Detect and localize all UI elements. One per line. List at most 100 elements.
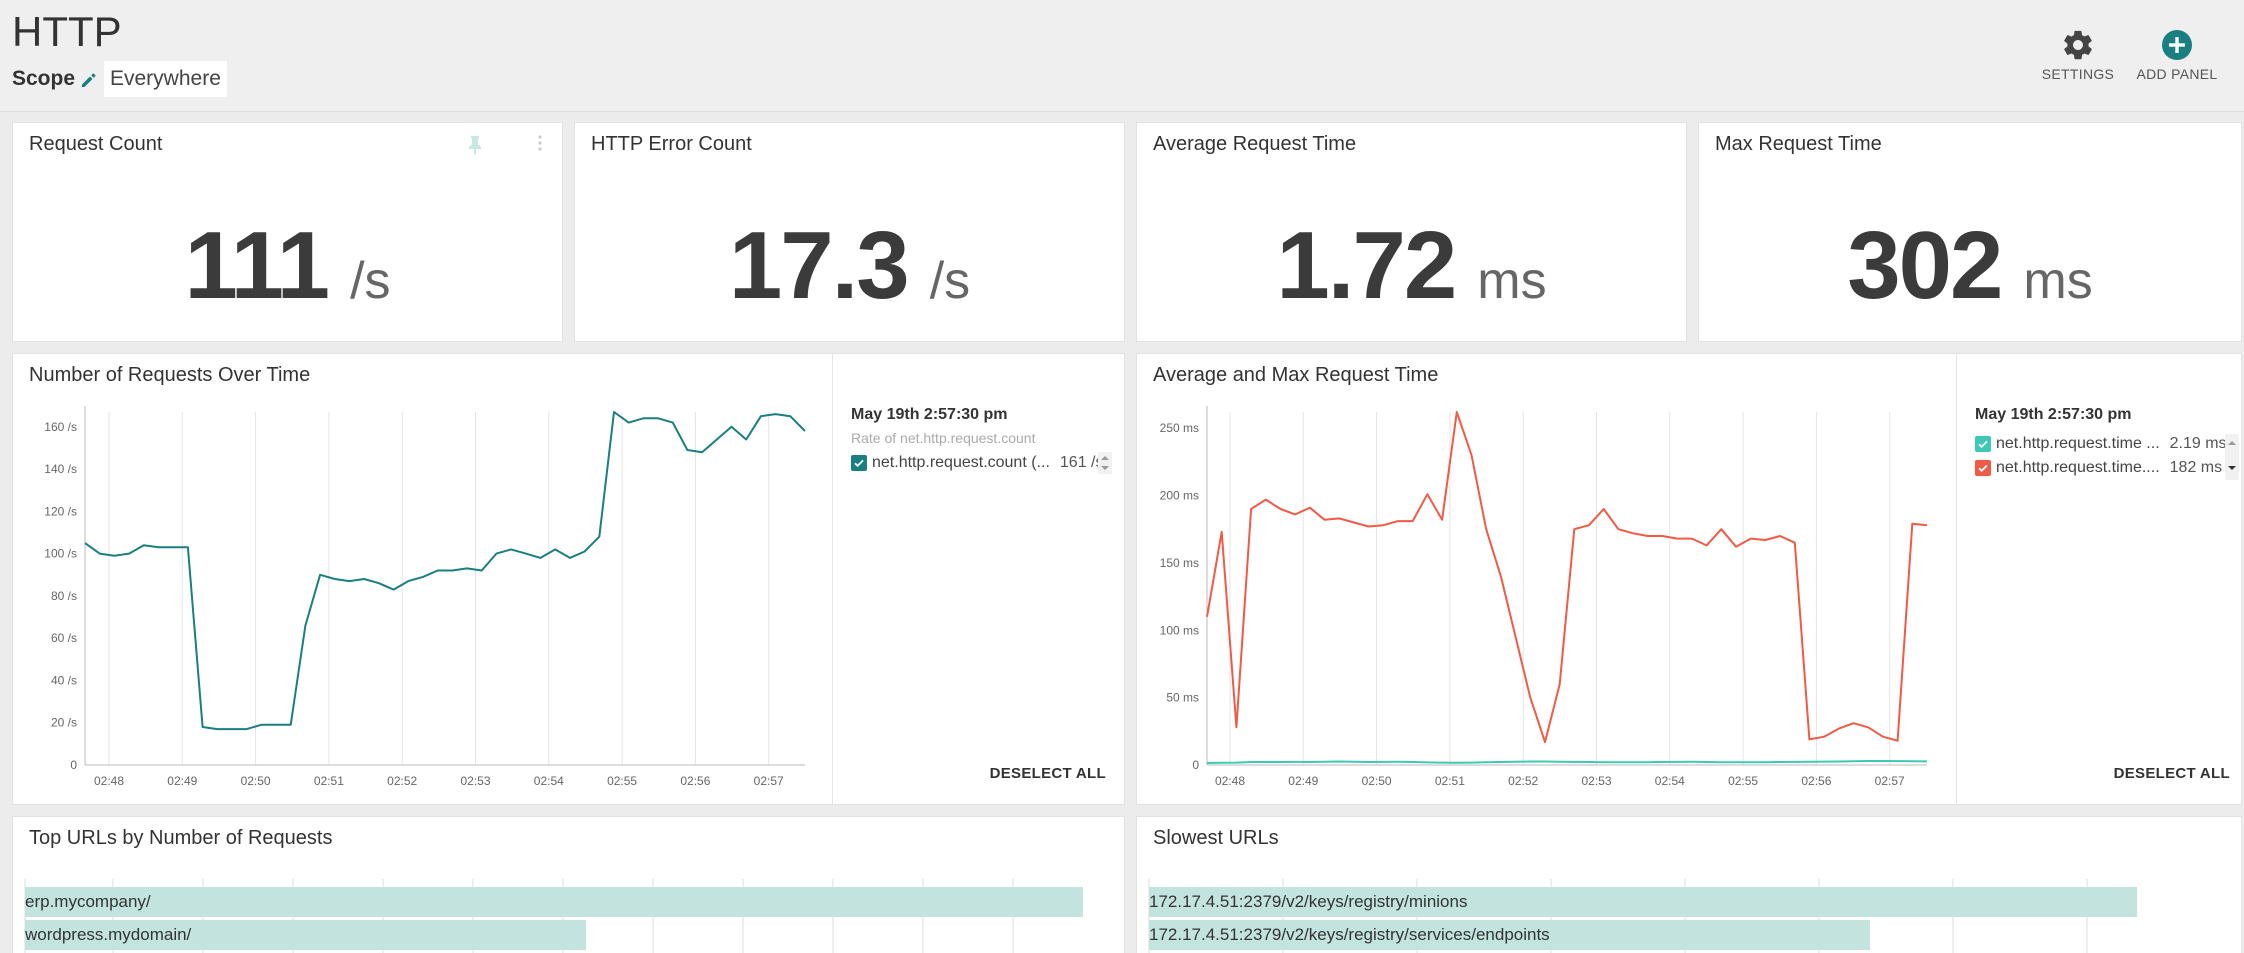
legend-timestamp: May 19th 2:57:30 pm <box>851 406 1008 423</box>
legend-series-row[interactable]: net.http.request.time.... 182 ms <box>1975 457 2222 479</box>
settings-button[interactable]: SETTINGS <box>2040 28 2116 82</box>
x-tick-label: 02:55 <box>1728 774 1758 788</box>
add-panel-button[interactable]: ADD PANEL <box>2134 28 2220 82</box>
x-tick-label: 02:51 <box>314 774 344 788</box>
pin-icon[interactable] <box>468 135 482 160</box>
stat-value: 111/s <box>13 211 562 321</box>
x-tick-label: 02:48 <box>1215 774 1245 788</box>
x-tick-label: 02:49 <box>167 774 197 788</box>
stat-number: 302 <box>1847 212 2003 319</box>
panel-title: Average Request Time <box>1153 133 1357 155</box>
legend-series-name: net.http.request.time.... <box>1996 459 2160 476</box>
url-label: wordpress.mydomain/ <box>25 925 192 944</box>
dashboard-header: HTTP Scope Everywhere SETTINGS ADD PANEL <box>0 0 2244 112</box>
requests-line-chart[interactable]: 0 20 /s 40 /s 60 /s 80 /s 100 /s 120 /s 140 /s 1… <box>13 354 833 806</box>
stat-value: 302 ms <box>1699 211 2241 321</box>
add-panel-label: ADD PANEL <box>2136 66 2218 82</box>
series-line-0 <box>84 411 806 731</box>
legend-series-row[interactable]: net.http.request.time ... 2.19 ms <box>1975 433 2227 455</box>
plus-circle-icon <box>2162 30 2192 60</box>
y-tick-label: 150 ms <box>1160 556 1199 570</box>
url-bar[interactable]: 172.17.4.51:2379/v2/keys/registry/servic… <box>1149 920 1870 950</box>
x-tick-label: 02:54 <box>534 774 564 788</box>
y-tick-label: 140 /s <box>44 462 77 476</box>
url-label: erp.mycompany/ <box>25 892 151 911</box>
x-tick-label: 02:55 <box>607 774 637 788</box>
stat-panel-max-request-time[interactable]: Max Request Time 302 ms <box>1698 122 2242 342</box>
x-tick-label: 02:56 <box>680 774 710 788</box>
page-title: HTTP <box>12 8 122 55</box>
stat-unit: ms <box>2023 252 2093 310</box>
deselect-all-button[interactable]: DESELECT ALL <box>989 765 1106 782</box>
stat-number: 111 <box>184 212 330 319</box>
y-tick-label: 80 /s <box>51 589 77 603</box>
url-label: 172.17.4.51:2379/v2/keys/registry/minion… <box>1149 892 1468 911</box>
stat-panel-request-count[interactable]: Request Count 111/s <box>12 122 563 342</box>
legend-series-name: net.http.request.count (... <box>872 454 1050 471</box>
stat-number: 1.72 <box>1276 212 1457 319</box>
x-tick-label: 02:50 <box>1362 774 1392 788</box>
x-tick-label: 02:56 <box>1801 774 1831 788</box>
legend-series-name: net.http.request.time ... <box>1996 435 2160 452</box>
url-bar[interactable]: 172.17.4.51:2379/v2/keys/registry/minion… <box>1149 887 2137 917</box>
panel-title: Slowest URLs <box>1153 827 1279 849</box>
stat-number: 17.3 <box>728 212 910 319</box>
chart-legend: May 19th 2:57:30 pm net.http.request.tim… <box>1956 354 2243 804</box>
requests-over-time-panel[interactable]: Number of Requests Over Time 0 20 /s 40 /s… <box>12 353 1125 805</box>
checkbox-checked-icon[interactable] <box>851 455 867 471</box>
stat-unit: /s <box>350 252 391 310</box>
stat-value: 17.3/s <box>575 211 1124 321</box>
scope-label: Scope <box>12 67 76 90</box>
legend-series-value: 2.19 ms <box>2169 435 2227 452</box>
request-time-panel[interactable]: Average and Max Request Time 0 50 ms 100 m… <box>1136 353 2242 805</box>
x-tick-label: 02:57 <box>1875 774 1905 788</box>
y-tick-label: 20 /s <box>51 716 77 730</box>
panel-title: Average and Max Request Time <box>1153 364 1439 386</box>
url-bar[interactable]: wordpress.mydomain/ <box>25 920 586 950</box>
stat-value: 1.72 ms <box>1137 211 1686 321</box>
y-tick-label: 50 ms <box>1166 691 1199 705</box>
y-tick-label: 120 /s <box>44 504 77 518</box>
series-line-1 <box>1206 411 1928 744</box>
y-tick-label: 40 /s <box>51 673 77 687</box>
panel-title: Max Request Time <box>1715 133 1882 155</box>
request-time-line-chart[interactable]: 0 50 ms 100 ms 150 ms 200 ms 250 ms 02:48 02:49… <box>1137 354 1957 806</box>
x-tick-label: 02:52 <box>387 774 417 788</box>
stat-panel-http-error-count[interactable]: HTTP Error Count 17.3/s <box>574 122 1125 342</box>
legend-scroll-icon[interactable] <box>1098 452 1112 474</box>
stat-unit: /s <box>929 252 971 310</box>
series-line-0 <box>1206 760 1928 764</box>
checkbox-checked-icon[interactable] <box>1975 460 1991 476</box>
more-vertical-icon[interactable] <box>537 133 543 158</box>
legend-series-value: 161 /s <box>1059 454 1104 471</box>
panel-title: Top URLs by Number of Requests <box>29 827 333 849</box>
x-tick-label: 02:48 <box>94 774 124 788</box>
stat-unit: ms <box>1477 252 1547 310</box>
x-tick-label: 02:57 <box>754 774 784 788</box>
y-tick-label: 100 ms <box>1160 623 1199 637</box>
x-tick-label: 02:49 <box>1288 774 1318 788</box>
x-tick-label: 02:51 <box>1435 774 1465 788</box>
y-tick-label: 60 /s <box>51 631 77 645</box>
x-tick-label: 02:52 <box>1508 774 1538 788</box>
legend-series-row[interactable]: net.http.request.count (... 161 /s <box>851 452 1103 474</box>
slowest-urls-panel[interactable]: Slowest URLs 172.17.4.51:2379/v2/keys/re… <box>1136 816 2242 953</box>
pencil-icon[interactable] <box>79 70 99 90</box>
legend-scroll-icon[interactable] <box>2225 434 2239 480</box>
legend-subtitle: Rate of net.http.request.count <box>851 430 1036 446</box>
y-tick-label: 100 /s <box>44 547 77 561</box>
top-urls-panel[interactable]: Top URLs by Number of Requests erp.mycom… <box>12 816 1125 953</box>
legend-timestamp: May 19th 2:57:30 pm <box>1975 406 2132 423</box>
checkbox-checked-icon[interactable] <box>1975 436 1991 452</box>
scope-value[interactable]: Everywhere <box>104 61 227 97</box>
settings-label: SETTINGS <box>2041 66 2115 82</box>
x-tick-label: 02:53 <box>1581 774 1611 788</box>
y-tick-label: 0 <box>70 758 77 772</box>
deselect-all-button[interactable]: DESELECT ALL <box>2113 765 2230 782</box>
legend-series-value: 182 ms <box>2169 459 2223 476</box>
stat-panel-average-request-time[interactable]: Average Request Time 1.72 ms <box>1136 122 1687 342</box>
url-bar[interactable]: erp.mycompany/ <box>25 887 1083 917</box>
y-tick-label: 160 /s <box>44 420 77 434</box>
y-tick-label: 250 ms <box>1160 421 1199 435</box>
y-tick-label: 0 <box>1192 758 1199 772</box>
